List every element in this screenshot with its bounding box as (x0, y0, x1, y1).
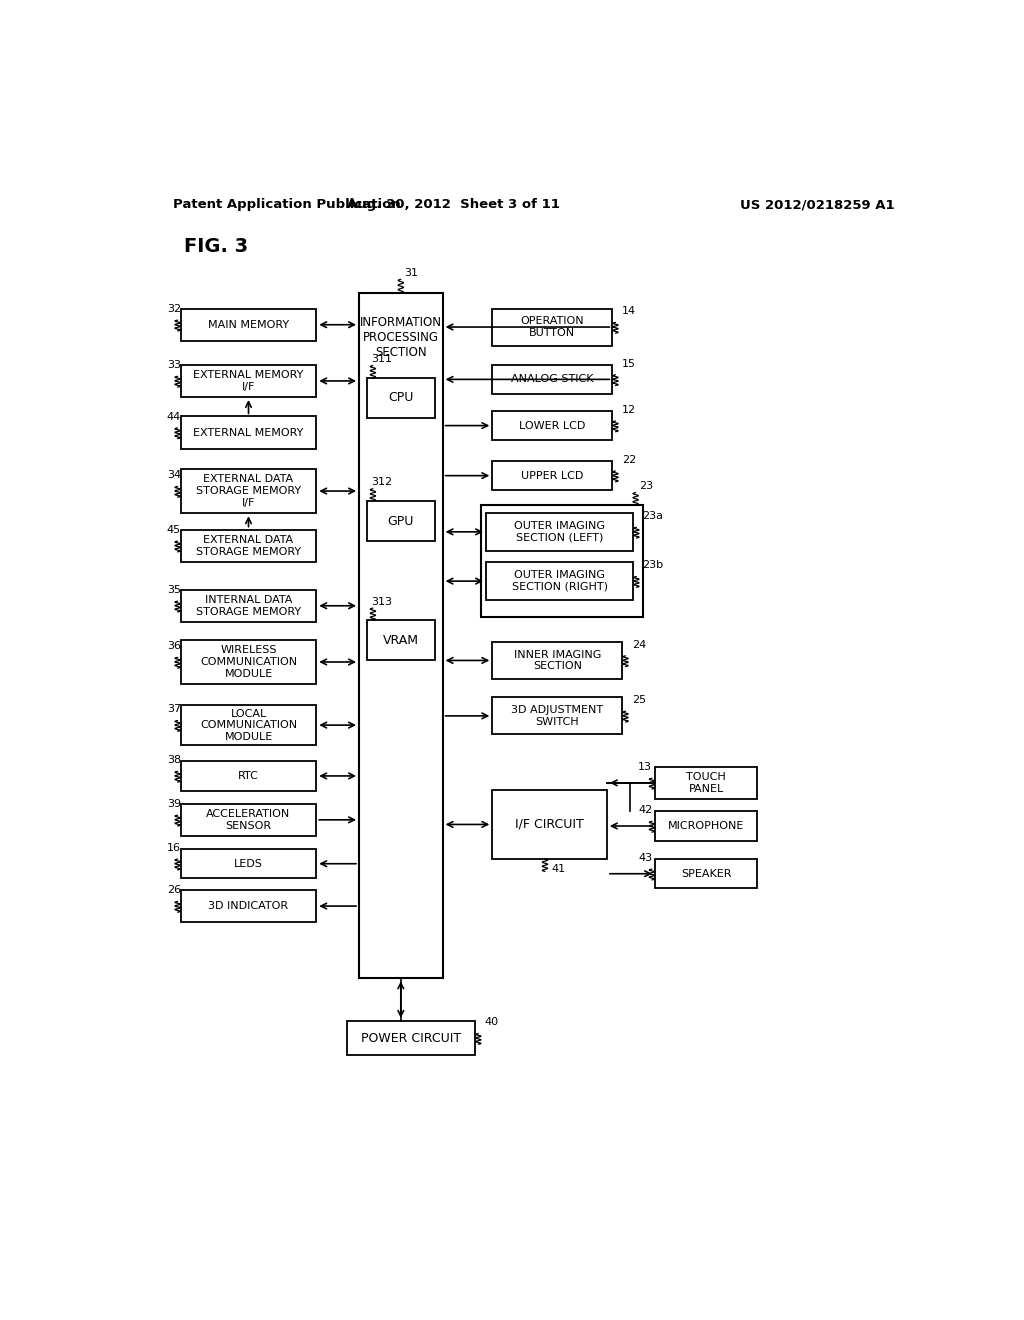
Text: 15: 15 (622, 359, 636, 368)
Text: 313: 313 (372, 597, 392, 607)
Text: 23b: 23b (643, 561, 664, 570)
Bar (493, 309, 612, 346)
Bar (180, 364, 316, 397)
Text: MAIN MEMORY: MAIN MEMORY (208, 319, 289, 330)
Text: EXTERNAL DATA
STORAGE MEMORY: EXTERNAL DATA STORAGE MEMORY (196, 535, 301, 557)
Text: 22: 22 (622, 455, 636, 465)
Text: 3D INDICATOR: 3D INDICATOR (209, 902, 289, 911)
Text: 35: 35 (167, 585, 181, 595)
Text: TOUCH
PANEL: TOUCH PANEL (686, 772, 726, 793)
Text: 38: 38 (167, 755, 181, 766)
Text: 40: 40 (484, 1018, 499, 1027)
Text: 13: 13 (638, 762, 652, 772)
Text: I/F CIRCUIT: I/F CIRCUIT (515, 818, 584, 832)
Bar (655, 767, 758, 799)
Text: CPU: CPU (388, 391, 414, 404)
Text: 26: 26 (167, 886, 181, 895)
Text: INTERNAL DATA
STORAGE MEMORY: INTERNAL DATA STORAGE MEMORY (196, 595, 301, 616)
Text: 12: 12 (622, 405, 636, 414)
Text: 45: 45 (167, 525, 181, 535)
Text: 311: 311 (372, 354, 392, 364)
Bar (180, 705, 316, 744)
Bar (493, 697, 623, 734)
Bar (180, 640, 316, 684)
Bar (493, 642, 623, 678)
Text: 33: 33 (167, 360, 181, 370)
Text: LOWER LCD: LOWER LCD (519, 421, 586, 430)
Text: EXTERNAL MEMORY: EXTERNAL MEMORY (194, 428, 304, 437)
Bar (180, 890, 316, 923)
Text: 25: 25 (632, 696, 646, 705)
Text: 34: 34 (167, 470, 181, 480)
Bar (180, 416, 316, 449)
Text: VRAM: VRAM (383, 634, 419, 647)
Bar (180, 529, 316, 562)
Text: 32: 32 (167, 304, 181, 314)
Text: 42: 42 (638, 805, 652, 816)
Text: INFORMATION
PROCESSING
SECTION: INFORMATION PROCESSING SECTION (359, 317, 441, 359)
Bar (486, 562, 633, 601)
Text: 16: 16 (167, 843, 181, 853)
Bar (655, 812, 758, 841)
Text: EXTERNAL DATA
STORAGE MEMORY
I/F: EXTERNAL DATA STORAGE MEMORY I/F (196, 474, 301, 508)
Text: OUTER IMAGING
SECTION (RIGHT): OUTER IMAGING SECTION (RIGHT) (512, 570, 607, 591)
Text: MICROPHONE: MICROPHONE (668, 821, 744, 832)
Text: 43: 43 (638, 853, 652, 863)
Text: 39: 39 (167, 799, 181, 809)
Text: INNER IMAGING
SECTION: INNER IMAGING SECTION (514, 649, 601, 672)
Bar (367, 620, 435, 660)
Text: Patent Application Publication: Patent Application Publication (173, 198, 400, 211)
Text: 31: 31 (403, 268, 418, 277)
Bar (347, 1020, 475, 1056)
Bar (493, 411, 612, 441)
Text: RTC: RTC (238, 771, 259, 781)
Bar (180, 590, 316, 622)
Bar (480, 506, 643, 616)
Bar (493, 789, 607, 859)
Text: ANALOG STICK: ANALOG STICK (511, 375, 594, 384)
Text: OUTER IMAGING
SECTION (LEFT): OUTER IMAGING SECTION (LEFT) (514, 521, 605, 543)
Bar (180, 762, 316, 791)
Bar (180, 309, 316, 341)
Text: 3D ADJUSTMENT
SWITCH: 3D ADJUSTMENT SWITCH (511, 705, 603, 727)
Text: US 2012/0218259 A1: US 2012/0218259 A1 (740, 198, 895, 211)
Text: 41: 41 (551, 863, 565, 874)
Text: 23a: 23a (643, 511, 664, 521)
Bar (493, 364, 612, 395)
Text: POWER CIRCUIT: POWER CIRCUIT (361, 1032, 462, 1044)
Bar (180, 804, 316, 836)
Text: 24: 24 (632, 640, 646, 649)
Bar (180, 469, 316, 513)
Bar (180, 849, 316, 878)
Text: 312: 312 (372, 478, 392, 487)
Bar (493, 461, 612, 490)
Text: 37: 37 (167, 705, 181, 714)
Text: 14: 14 (622, 306, 636, 317)
Text: LEDS: LEDS (234, 859, 263, 869)
Text: FIG. 3: FIG. 3 (183, 238, 248, 256)
Text: SPEAKER: SPEAKER (681, 869, 731, 879)
Text: OPERATION
BUTTON: OPERATION BUTTON (520, 317, 584, 338)
Text: 36: 36 (167, 642, 181, 651)
Text: Aug. 30, 2012  Sheet 3 of 11: Aug. 30, 2012 Sheet 3 of 11 (347, 198, 560, 211)
Text: EXTERNAL MEMORY
I/F: EXTERNAL MEMORY I/F (194, 370, 304, 392)
Bar (655, 859, 758, 888)
Bar (486, 512, 633, 552)
Bar (367, 502, 435, 541)
Text: 44: 44 (167, 412, 181, 422)
Text: GPU: GPU (388, 515, 414, 528)
Text: LOCAL
COMMUNICATION
MODULE: LOCAL COMMUNICATION MODULE (200, 709, 297, 742)
Text: UPPER LCD: UPPER LCD (521, 471, 584, 480)
Bar (359, 293, 442, 978)
Text: ACCELERATION
SENSOR: ACCELERATION SENSOR (207, 809, 291, 830)
Text: 23: 23 (640, 480, 653, 491)
Bar (367, 378, 435, 418)
Text: WIRELESS
COMMUNICATION
MODULE: WIRELESS COMMUNICATION MODULE (200, 645, 297, 678)
